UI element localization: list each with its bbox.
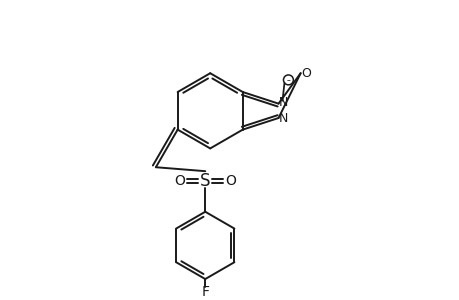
Text: N: N <box>278 96 287 109</box>
Text: O: O <box>174 174 185 188</box>
Text: •: • <box>278 96 282 102</box>
Text: O: O <box>301 67 311 80</box>
Text: N: N <box>278 112 287 125</box>
Text: S: S <box>200 172 210 190</box>
Text: F: F <box>201 285 209 299</box>
Text: O: O <box>225 174 236 188</box>
Text: –: – <box>286 76 290 85</box>
